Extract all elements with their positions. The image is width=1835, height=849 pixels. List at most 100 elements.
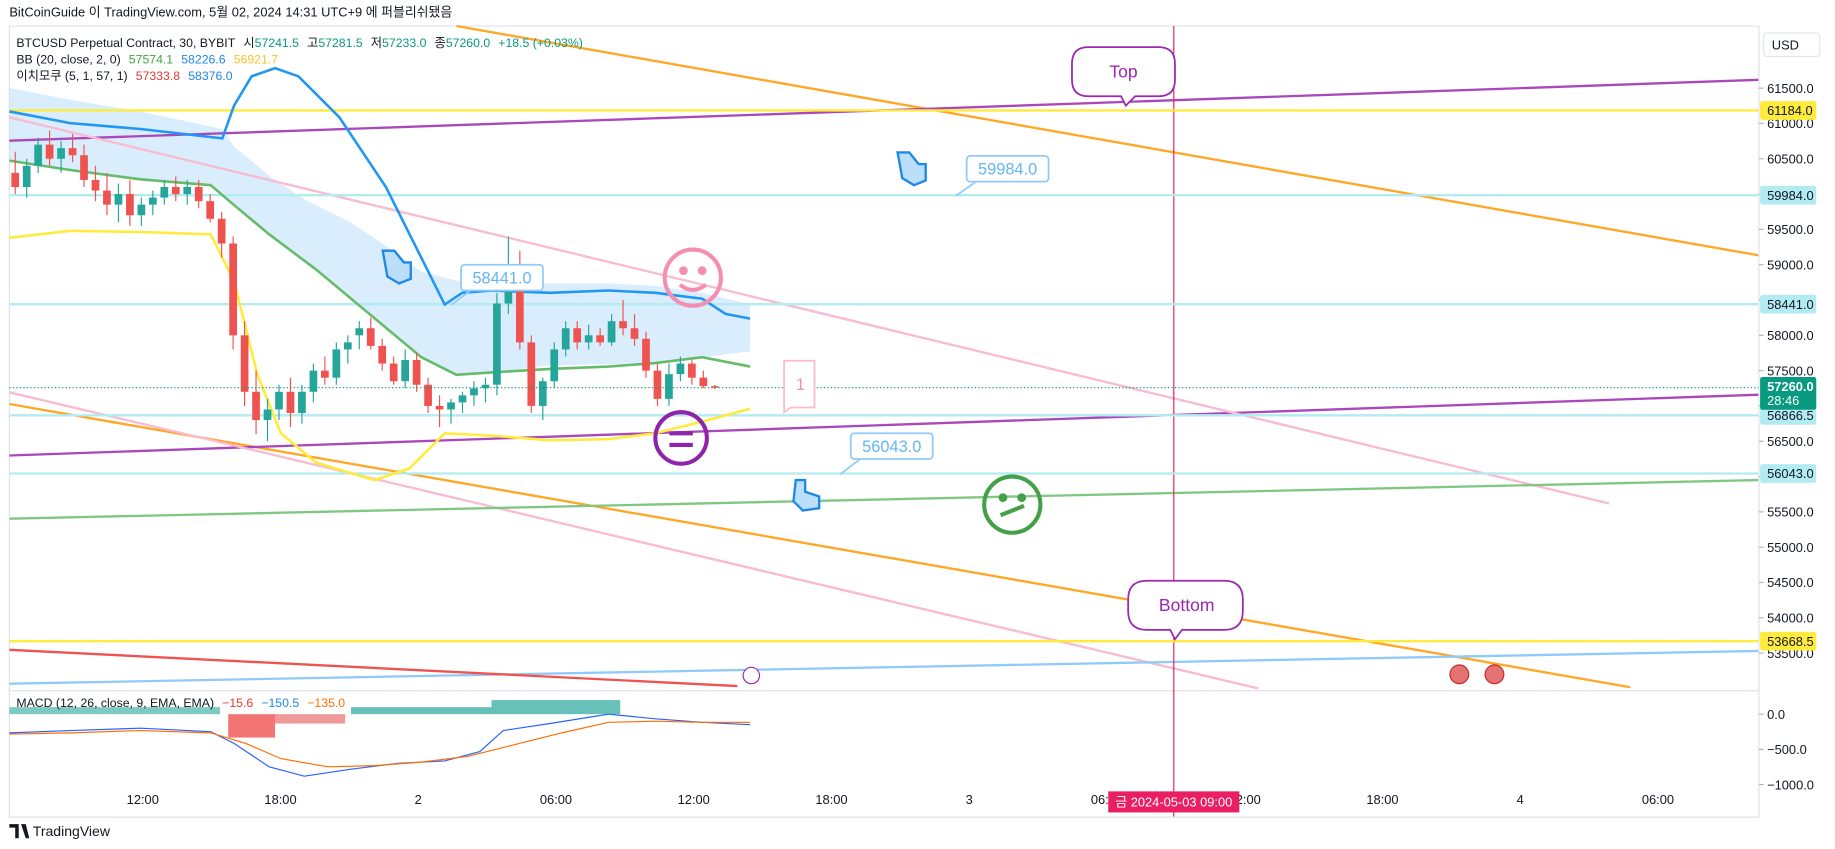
indicator-value: −150.5 bbox=[261, 696, 299, 710]
macd-tick-label: −500.0 bbox=[1767, 742, 1807, 757]
price-tag bbox=[1760, 185, 1817, 205]
candle-body bbox=[114, 194, 123, 205]
top-label: Top bbox=[1109, 62, 1138, 82]
candle-body bbox=[11, 172, 20, 188]
candle-body bbox=[183, 187, 192, 195]
trend-line bbox=[9, 393, 1759, 457]
candle-body bbox=[321, 370, 329, 378]
candle-body bbox=[389, 363, 398, 382]
candle-body bbox=[447, 402, 455, 410]
neutral-purple bbox=[653, 410, 709, 466]
indicator-name: BB (20, close, 2, 0) bbox=[16, 52, 120, 66]
time-tick-label: 18:00 bbox=[1366, 792, 1398, 807]
price-tick-label: 56500.0 bbox=[1767, 434, 1813, 449]
price-tag-label: 59984.0 bbox=[1767, 188, 1813, 203]
candle-body bbox=[619, 321, 627, 329]
marker-label: 1 bbox=[796, 376, 805, 394]
label-bubbles bbox=[1071, 46, 1244, 641]
candle-body bbox=[80, 155, 88, 180]
candle-body bbox=[550, 349, 559, 382]
candle-body bbox=[240, 335, 249, 392]
candle-body bbox=[298, 391, 306, 413]
candle-body bbox=[171, 187, 180, 195]
change: +18.5 (+0.03%) bbox=[498, 36, 583, 50]
candle-body bbox=[286, 391, 295, 413]
candle-body bbox=[34, 144, 43, 166]
price-tag-label: 53668.5 bbox=[1767, 634, 1813, 649]
candle-body bbox=[630, 328, 639, 339]
candle-body bbox=[57, 148, 65, 159]
ohlc-label: 저 bbox=[371, 36, 382, 50]
candle-body bbox=[412, 360, 421, 385]
time-tick-label: 4 bbox=[1517, 792, 1524, 807]
candle-body bbox=[458, 395, 467, 403]
price-tick-label: 59000.0 bbox=[1767, 257, 1813, 272]
price-tick-label: 58000.0 bbox=[1767, 328, 1813, 343]
candle-body bbox=[665, 374, 673, 399]
time-tick-label: 18:00 bbox=[264, 792, 296, 807]
indicator-name: MACD (12, 26, close, 9, EMA, EMA) bbox=[16, 696, 214, 710]
candle-body bbox=[229, 243, 237, 336]
candle-body bbox=[676, 363, 685, 375]
ohlc-value: 57281.5 bbox=[318, 36, 363, 50]
indicator-value: −135.0 bbox=[307, 696, 345, 710]
crosshair-time: 금 2024-05-03 09:00 bbox=[1115, 795, 1232, 810]
candle-body bbox=[68, 148, 77, 156]
hand-icon bbox=[381, 151, 927, 512]
attribution: BitCoinGuide 이 TradingView.com, 5월 02, 2… bbox=[9, 5, 452, 20]
time-tick-label: 06:00 bbox=[540, 792, 572, 807]
price-tag-label: 56043.0 bbox=[1767, 466, 1813, 481]
indicator-value: 57574.1 bbox=[129, 52, 174, 66]
candle-body bbox=[148, 197, 157, 205]
macd-tick-label: 0.0 bbox=[1767, 707, 1785, 722]
price-tick-label: 57500.0 bbox=[1767, 363, 1813, 378]
ohlc-value: 57260.0 bbox=[446, 36, 491, 50]
currency-box bbox=[1763, 32, 1821, 58]
trend-line bbox=[9, 478, 1759, 520]
candle-body bbox=[688, 363, 696, 378]
price-tick-label: 61000.0 bbox=[1767, 116, 1813, 131]
footer-logo bbox=[9, 824, 30, 839]
candle-body bbox=[366, 328, 375, 346]
macd-histogram bbox=[9, 700, 621, 738]
candle-body bbox=[263, 409, 272, 421]
candle-body bbox=[481, 384, 490, 389]
crosshair-time-box bbox=[1108, 791, 1240, 813]
ohlc-label: 고 bbox=[307, 36, 318, 50]
candle-body bbox=[217, 218, 226, 244]
indicator-value: 57333.8 bbox=[136, 69, 181, 83]
price-tick-label: 60500.0 bbox=[1767, 151, 1813, 166]
price-tag bbox=[1760, 631, 1817, 651]
time-tick-label: 12:00 bbox=[127, 792, 159, 807]
time-tick-label: 2 bbox=[415, 792, 422, 807]
price-tag bbox=[1760, 405, 1817, 425]
time-tick-label: 18:00 bbox=[815, 792, 847, 807]
candle-body bbox=[22, 165, 31, 188]
trend-line bbox=[9, 116, 1610, 505]
candle-body bbox=[160, 187, 169, 198]
candle-body bbox=[584, 335, 593, 343]
candle-body bbox=[470, 388, 478, 396]
candle-body bbox=[252, 391, 260, 421]
callout-label: 56043.0 bbox=[862, 438, 921, 456]
candle-body bbox=[91, 179, 100, 191]
time-tick-label: 06:00 bbox=[1642, 792, 1674, 807]
candle-body bbox=[206, 201, 215, 219]
candle-body bbox=[596, 335, 604, 343]
price-tag-label: 58441.0 bbox=[1767, 297, 1813, 312]
face-green bbox=[982, 474, 1043, 535]
ohlc-label: 종 bbox=[435, 36, 446, 50]
candle-body bbox=[504, 285, 513, 304]
candle-body bbox=[401, 360, 410, 382]
candle-body bbox=[642, 338, 650, 371]
candle-body bbox=[45, 144, 54, 159]
callouts bbox=[451, 155, 1050, 475]
countdown-label: 28:46 bbox=[1767, 393, 1799, 408]
event-icons bbox=[742, 664, 1505, 685]
time-tick-label: 12:00 bbox=[678, 792, 710, 807]
candle-body bbox=[343, 342, 352, 350]
trend-line bbox=[9, 649, 1759, 685]
bottom-label: Bottom bbox=[1159, 595, 1215, 615]
price-tag bbox=[1760, 464, 1817, 483]
